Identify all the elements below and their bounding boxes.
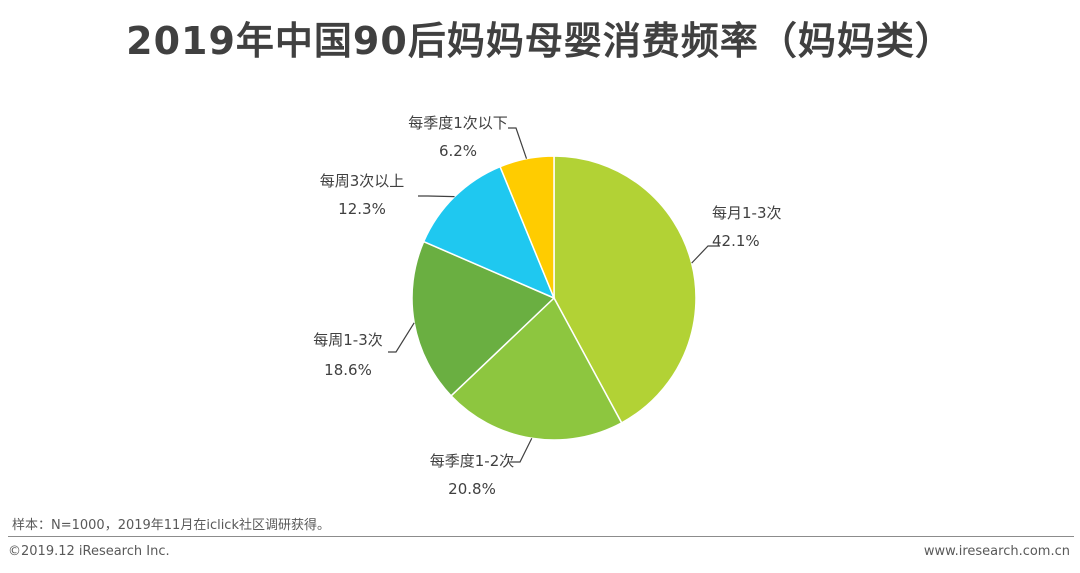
pie-slice-3 — [411, 240, 556, 397]
pie-chart: 每月1-3次 42.1% 每季度1-2次 20.8% 每周1-3次 18.6% 每周3次以上… — [313, 114, 782, 498]
slice-label-5: 每季度1次以下 — [408, 114, 508, 132]
leader-line-5 — [508, 127, 528, 159]
footer-divider — [8, 536, 1074, 537]
slice-value-5: 6.2% — [439, 142, 477, 160]
slice-label-2: 每季度1-2次 — [430, 452, 515, 470]
slice-value-2: 20.8% — [448, 480, 496, 498]
slice-value-3: 18.6% — [324, 361, 372, 379]
chart-title: 2019年中国90后妈妈母婴消费频率（妈妈类） — [126, 19, 954, 63]
website-link[interactable]: www.iresearch.com.cn — [923, 544, 1070, 559]
slice-label-3: 每周1-3次 — [313, 331, 383, 349]
slice-label-1: 每月1-3次 — [712, 204, 782, 222]
copyright-text: ©2019.12 iResearch Inc. — [8, 544, 170, 559]
slice-value-1: 42.1% — [712, 232, 760, 250]
slice-label-4: 每周3次以上 — [320, 172, 405, 190]
leader-line-4 — [418, 195, 455, 198]
leader-line-3 — [388, 322, 415, 353]
leader-line-2 — [510, 437, 533, 463]
pie-slice-2 — [450, 296, 623, 441]
leader-line-1 — [691, 245, 720, 264]
source-note: 样本：N=1000，2019年11月在iclick社区调研获得。 — [12, 518, 330, 533]
slice-value-4: 12.3% — [338, 200, 386, 218]
